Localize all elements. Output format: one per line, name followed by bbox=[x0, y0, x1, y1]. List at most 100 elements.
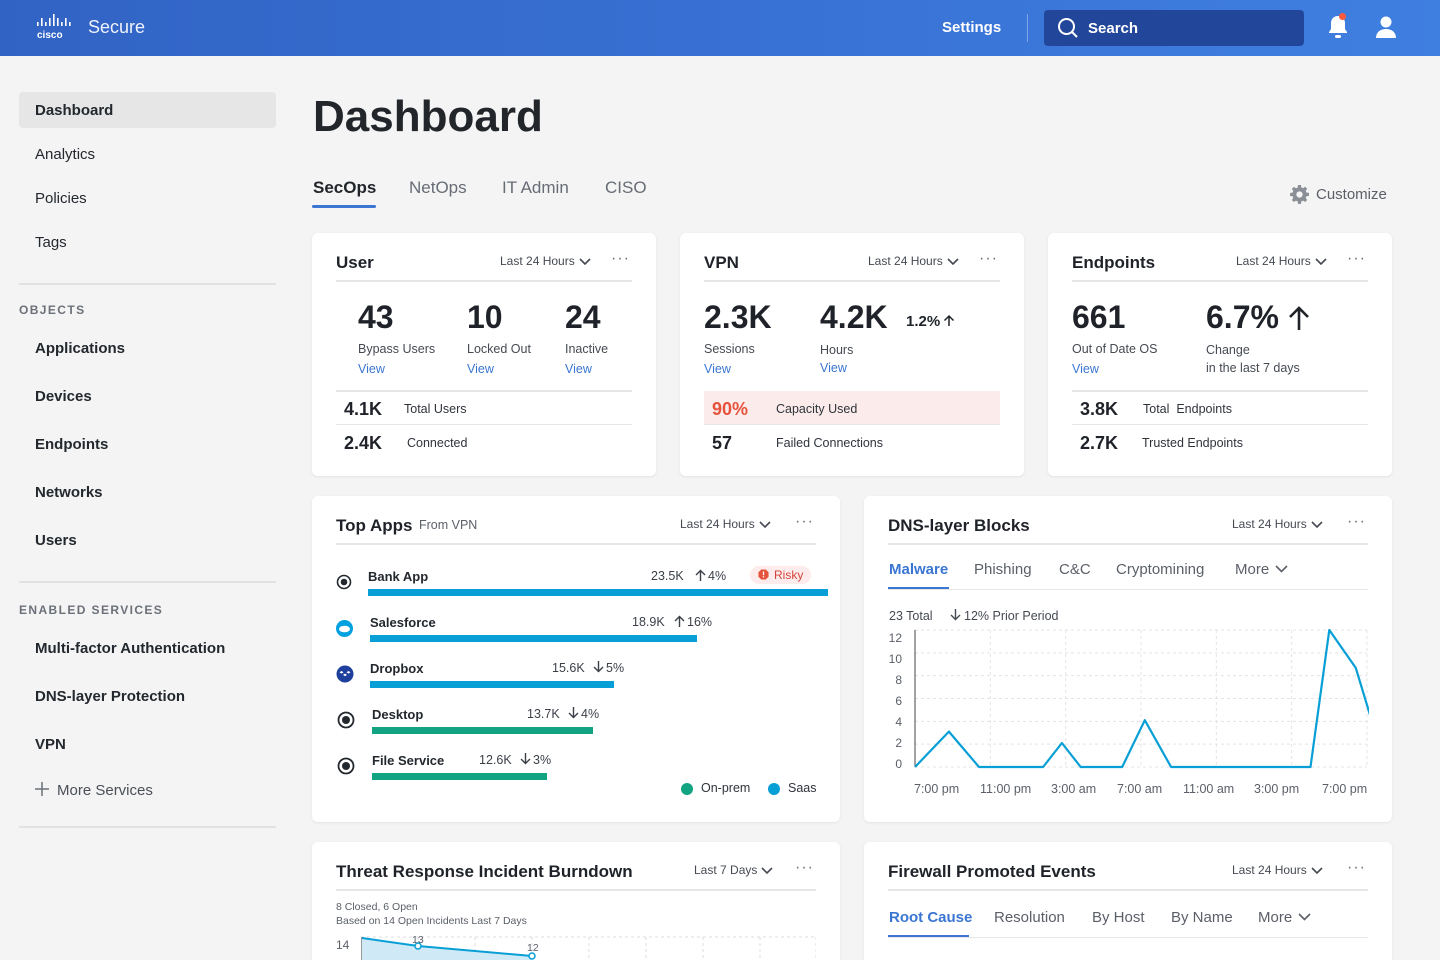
search-box[interactable]: Search bbox=[1044, 10, 1304, 46]
sidebar-item-vpn[interactable]: VPN bbox=[35, 736, 66, 753]
more-options-icon[interactable]: ··· bbox=[1347, 859, 1366, 876]
bypass-users-view-link[interactable]: View bbox=[358, 362, 385, 376]
tab-root-cause[interactable]: Root Cause bbox=[889, 909, 973, 926]
arrow-up-icon bbox=[1289, 306, 1309, 330]
change-period-label: in the last 7 days bbox=[1206, 361, 1300, 375]
tab-cryptomining[interactable]: Cryptomining bbox=[1116, 561, 1205, 578]
sidebar-objects-heading: OBJECTS bbox=[19, 303, 86, 317]
tab-it-admin[interactable]: IT Admin bbox=[502, 178, 569, 197]
sidebar-item-mfa[interactable]: Multi-factor Authentication bbox=[35, 640, 226, 657]
time-range-dropdown[interactable]: Last 24 Hours bbox=[868, 254, 959, 268]
user-profile-icon[interactable] bbox=[1374, 15, 1398, 39]
divider bbox=[888, 937, 1368, 938]
cisco-logo-icon[interactable]: cisco bbox=[34, 14, 76, 42]
chevron-down-icon bbox=[1311, 867, 1323, 875]
divider bbox=[888, 543, 1368, 545]
hours-view-link[interactable]: View bbox=[820, 361, 847, 375]
sidebar-item-networks[interactable]: Networks bbox=[35, 484, 103, 501]
settings-link[interactable]: Settings bbox=[942, 19, 1002, 36]
sidebar-item-dashboard[interactable]: Dashboard bbox=[19, 92, 276, 128]
tab-secops[interactable]: SecOps bbox=[313, 178, 377, 197]
x-tick-label: 3:00 pm bbox=[1254, 782, 1300, 796]
locked-out-label: Locked Out bbox=[467, 342, 531, 356]
time-range-dropdown[interactable]: Last 24 Hours bbox=[1236, 254, 1327, 268]
time-range-dropdown[interactable]: Last 24 Hours bbox=[1232, 517, 1323, 531]
tab-ciso[interactable]: CISO bbox=[605, 178, 647, 197]
sidebar-item-users[interactable]: Users bbox=[35, 532, 77, 549]
out-of-date-os-value: 661 bbox=[1072, 299, 1126, 335]
tab-more[interactable]: More bbox=[1235, 561, 1288, 578]
sessions-view-link[interactable]: View bbox=[704, 362, 731, 376]
divider bbox=[1072, 424, 1368, 425]
tab-resolution[interactable]: Resolution bbox=[994, 909, 1065, 926]
tab-netops[interactable]: NetOps bbox=[409, 178, 467, 197]
sidebar-item-devices[interactable]: Devices bbox=[35, 388, 92, 405]
y-tick-label: 0 bbox=[895, 757, 902, 771]
app-usage-bar bbox=[372, 773, 547, 780]
sidebar-item-endpoints[interactable]: Endpoints bbox=[35, 436, 109, 453]
risky-label: Risky bbox=[774, 568, 804, 582]
search-icon bbox=[1058, 18, 1078, 38]
tab-malware[interactable]: Malware bbox=[889, 561, 949, 578]
x-tick-label: 7:00 am bbox=[1117, 782, 1163, 796]
divider bbox=[336, 424, 632, 425]
divider bbox=[704, 424, 1000, 425]
endpoints-card: Endpoints Last 24 Hours ··· 661 Out of D… bbox=[1048, 233, 1392, 476]
desktop-icon bbox=[337, 711, 355, 729]
x-tick-label: 7:00 pm bbox=[1322, 782, 1368, 796]
more-options-icon[interactable]: ··· bbox=[1347, 513, 1366, 530]
svg-text:cisco: cisco bbox=[37, 30, 63, 41]
chevron-down-icon bbox=[761, 867, 773, 875]
tab-by-host[interactable]: By Host bbox=[1092, 909, 1145, 926]
sidebar-item-dns-protection[interactable]: DNS-layer Protection bbox=[35, 688, 186, 705]
more-options-icon[interactable]: ··· bbox=[795, 513, 814, 530]
tab-by-name[interactable]: By Name bbox=[1171, 909, 1233, 926]
inactive-label: Inactive bbox=[565, 342, 609, 356]
y-tick-label: 2 bbox=[895, 736, 902, 750]
x-tick-label: 7:00 pm bbox=[914, 782, 960, 796]
total-users-label: Total Users bbox=[404, 402, 467, 416]
customize-label: Customize bbox=[1316, 186, 1387, 203]
more-services-link[interactable]: More Services bbox=[35, 782, 153, 799]
divider bbox=[704, 280, 1000, 282]
time-range-dropdown[interactable]: Last 24 Hours bbox=[500, 254, 591, 268]
time-range-dropdown[interactable]: Last 24 Hours bbox=[1232, 863, 1323, 877]
notification-bell-icon[interactable] bbox=[1326, 14, 1350, 40]
time-range-label: Last 24 Hours bbox=[1232, 863, 1307, 877]
chevron-down-icon bbox=[759, 521, 771, 529]
arrow-up-icon bbox=[674, 615, 685, 627]
more-options-icon[interactable]: ··· bbox=[611, 250, 630, 267]
sidebar-item-analytics[interactable]: Analytics bbox=[35, 146, 96, 163]
chevron-down-icon bbox=[579, 258, 591, 266]
sidebar-item-tags[interactable]: Tags bbox=[35, 234, 67, 251]
sidebar-item-policies[interactable]: Policies bbox=[35, 190, 87, 207]
malware-series-line bbox=[914, 628, 1369, 769]
tab-more-label: More bbox=[1258, 909, 1293, 926]
app-value: 23.5K bbox=[651, 569, 684, 583]
legend-swatch-on-prem bbox=[681, 783, 693, 795]
more-options-icon[interactable]: ··· bbox=[1347, 250, 1366, 267]
chevron-down-icon bbox=[947, 258, 959, 266]
tab-c-and-c[interactable]: C&C bbox=[1059, 561, 1091, 578]
card-title: Top Apps bbox=[336, 516, 413, 535]
notification-dot bbox=[1339, 13, 1346, 20]
out-of-date-os-view-link[interactable]: View bbox=[1072, 362, 1099, 376]
more-options-icon[interactable]: ··· bbox=[795, 859, 814, 876]
dns-blocks-card: DNS-layer Blocks Last 24 Hours ··· Malwa… bbox=[864, 496, 1392, 822]
app-change-value: 4% bbox=[581, 707, 600, 721]
inactive-view-link[interactable]: View bbox=[565, 362, 592, 376]
sidebar-item-applications[interactable]: Applications bbox=[35, 340, 126, 357]
time-range-dropdown[interactable]: Last 7 Days bbox=[694, 863, 773, 877]
divider bbox=[336, 889, 816, 891]
tab-more[interactable]: More bbox=[1258, 909, 1311, 926]
active-tab-indicator bbox=[888, 935, 969, 938]
x-tick-label: 11:00 pm bbox=[980, 782, 1032, 796]
app-usage-bar bbox=[372, 727, 593, 734]
tab-phishing[interactable]: Phishing bbox=[974, 561, 1032, 578]
more-options-icon[interactable]: ··· bbox=[979, 250, 998, 267]
active-tab-indicator bbox=[888, 587, 949, 590]
locked-out-view-link[interactable]: View bbox=[467, 362, 494, 376]
time-range-dropdown[interactable]: Last 24 Hours bbox=[680, 517, 771, 531]
chevron-down-icon bbox=[1315, 258, 1327, 266]
y-tick-label: 14 bbox=[336, 938, 350, 952]
